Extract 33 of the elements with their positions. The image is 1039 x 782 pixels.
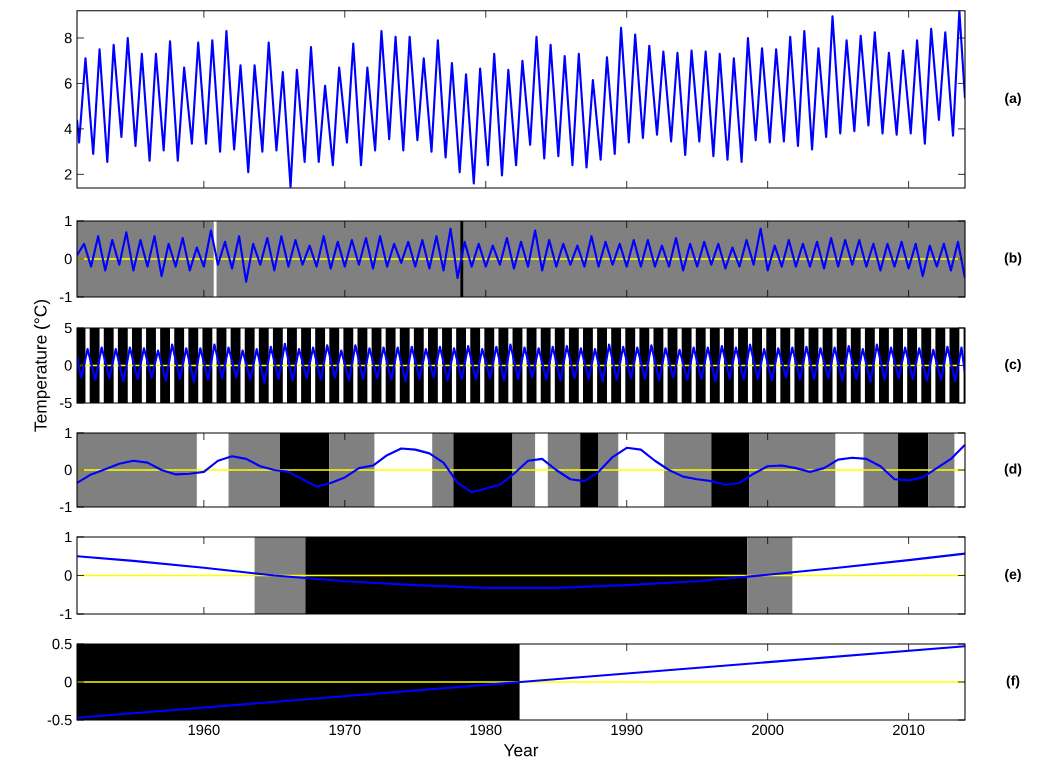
text: (f) <box>1006 675 1020 689</box>
x-tick-label: 1970 <box>329 724 361 736</box>
y-tick-label: 0 <box>64 570 72 581</box>
y-axis-title: Temperature (°C) <box>33 300 51 432</box>
text: (c) <box>1005 358 1021 373</box>
y-tick-label: 1 <box>65 215 72 227</box>
x-tick-label: 1990 <box>611 724 643 736</box>
y-tick-label: 8 <box>64 32 72 44</box>
y-tick-label: 0 <box>64 360 72 371</box>
y-tick-label: -1 <box>59 608 72 620</box>
y-tick-label: 2 <box>64 169 72 180</box>
y-tick-label: 0.5 <box>52 638 72 650</box>
y-tick-label: 0 <box>64 464 72 476</box>
y-tick-label: 0 <box>64 676 72 688</box>
y-tick-label: 0 <box>64 253 72 265</box>
y-tick-label: -1 <box>59 291 72 303</box>
y-tick-label: 5 <box>64 322 72 334</box>
y-tick-label: 1 <box>65 427 72 439</box>
y-tick-label: 4 <box>64 123 72 134</box>
x-tick-label: 1980 <box>470 724 502 736</box>
y-tick-label: 1 <box>65 531 72 543</box>
y-tick-label: -1 <box>59 501 72 513</box>
x-axis-title: Year <box>503 744 539 757</box>
text: (e) <box>1005 568 1021 583</box>
y-tick-label: -5 <box>59 397 72 409</box>
text: (d) <box>1004 463 1022 477</box>
text: (a) <box>1005 92 1021 106</box>
x-tick-label: 1960 <box>188 724 220 736</box>
y-tick-label: 6 <box>64 78 72 89</box>
y-tick-label: -0.5 <box>47 714 72 726</box>
x-tick-label: 2010 <box>893 724 925 736</box>
x-tick-label: 2000 <box>752 724 784 736</box>
text: (b) <box>1004 252 1022 266</box>
